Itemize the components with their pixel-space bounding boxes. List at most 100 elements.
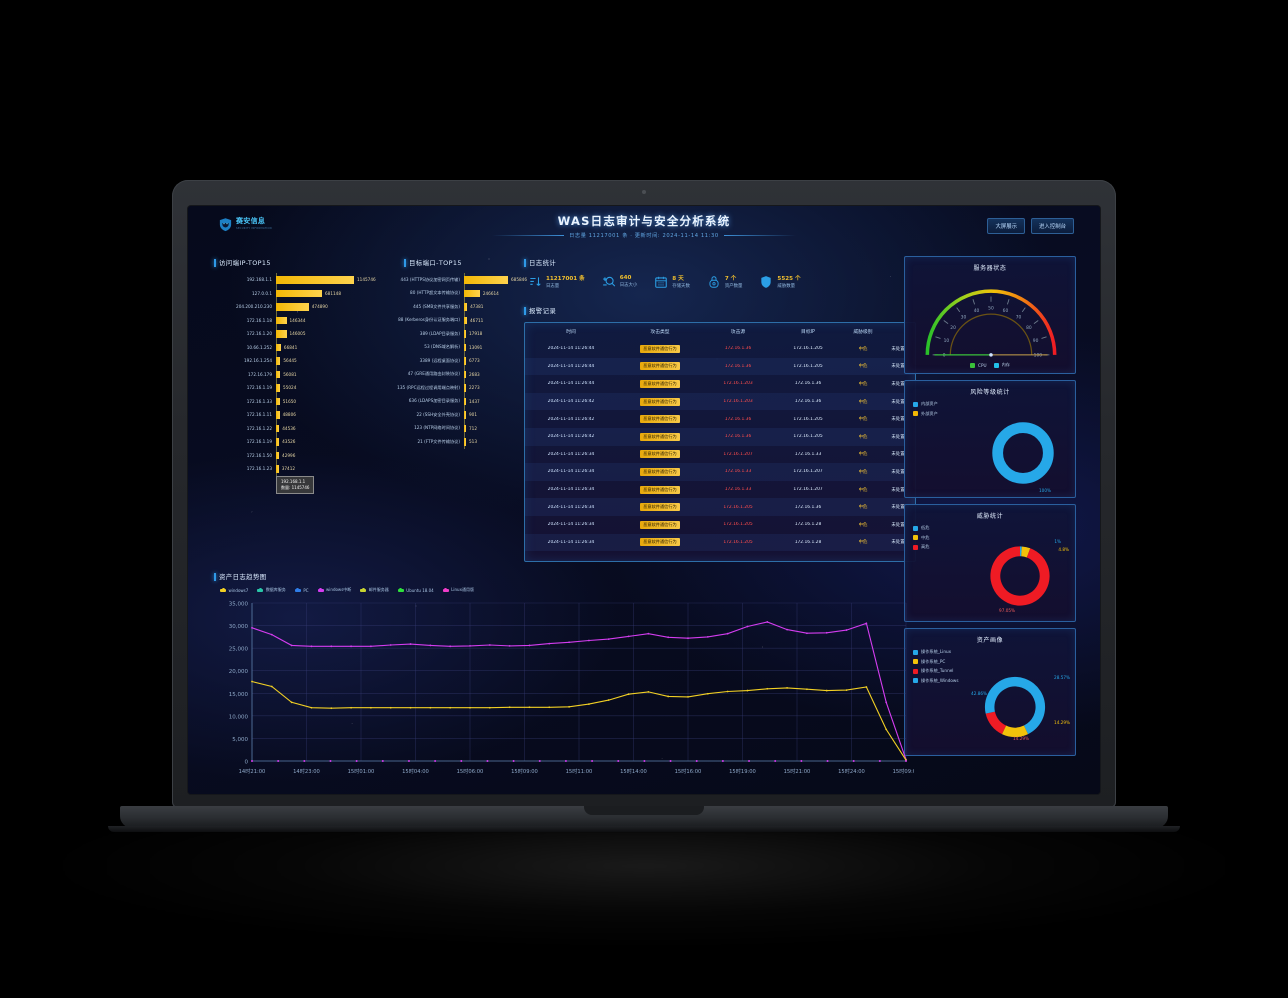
legend-item[interactable]: windows7 bbox=[220, 588, 248, 593]
bar-row[interactable]: 172.16.1.19 43526 bbox=[214, 435, 382, 449]
bar-row[interactable]: 172.16.179 56081 bbox=[214, 368, 382, 382]
table-row[interactable]: 2024-11-14 11:26:34 恶意软件通信行为 172.16.1.207 1… bbox=[525, 446, 915, 464]
bar-row[interactable]: 80 (HTTP超文本传输协议) 246614 bbox=[366, 287, 518, 301]
bar-row[interactable]: 172.16.1.50 42996 bbox=[214, 449, 382, 463]
bar-row[interactable]: 172.16.1.18 146344 bbox=[214, 314, 382, 328]
stat-item[interactable]: 11217001 条日志量 bbox=[528, 274, 585, 289]
bar-row[interactable]: 22 (SSH安全外壳协议) 901 bbox=[366, 408, 518, 422]
donut-slice[interactable] bbox=[1020, 546, 1022, 557]
table-row[interactable]: 2024-11-14 11:26:34 恶意软件通信行为 172.16.1.33 17… bbox=[525, 481, 915, 499]
table-row[interactable]: 2024-11-14 11:26:42 恶意软件通信行为 172.16.1.36 17… bbox=[525, 410, 915, 428]
bar-value: 246614 bbox=[482, 290, 499, 296]
bar-row[interactable]: 204.200.210.230 474890 bbox=[214, 300, 382, 314]
legend-item[interactable]: windows中断 bbox=[317, 587, 351, 593]
legend-item[interactable]: 外部资产 bbox=[913, 411, 938, 417]
donut-slice[interactable] bbox=[984, 676, 1015, 714]
cell-action[interactable]: 未处置 bbox=[891, 346, 905, 352]
cell-action[interactable]: 未处置 bbox=[891, 522, 905, 528]
brand-logo[interactable]: 赛安信息 SECURITY INFORMATION bbox=[218, 217, 272, 232]
column-header[interactable]: 目标IP bbox=[801, 330, 815, 335]
table-row[interactable]: 2024-11-14 11:26:44 恶意软件通信行为 172.16.1.36 17… bbox=[525, 357, 915, 376]
cell-action[interactable]: 未处置 bbox=[891, 452, 905, 458]
cell-action[interactable]: 未处置 bbox=[891, 505, 905, 511]
series-point bbox=[389, 706, 392, 709]
legend-item[interactable]: 邮件服务器 bbox=[360, 587, 389, 593]
series-point bbox=[528, 706, 531, 709]
legend-item[interactable]: 操作系统_Tunnel bbox=[913, 668, 959, 674]
legend-item[interactable]: 操作系统_Windows bbox=[913, 678, 959, 684]
bar-row[interactable]: 21 (FTP文件传输协议) 513 bbox=[366, 435, 518, 449]
cell-action[interactable]: 未处置 bbox=[891, 417, 905, 423]
column-header[interactable]: 威胁级别 bbox=[853, 330, 873, 335]
cell-action[interactable]: 未处置 bbox=[891, 540, 905, 546]
legend-item[interactable]: 操作系统_PC bbox=[913, 659, 959, 665]
cell-target-ip: 172.16.1.36 bbox=[794, 504, 822, 510]
donut-slice[interactable] bbox=[1015, 676, 1046, 735]
bar-row[interactable]: 127.0.0.1 681148 bbox=[214, 287, 382, 301]
cell-action[interactable]: 未处置 bbox=[891, 381, 905, 387]
bar-row[interactable]: 389 (LDAP目录服务) 17918 bbox=[366, 327, 518, 341]
bar-label: 3389 (远程桌面协议) bbox=[419, 357, 460, 363]
donut-slice[interactable] bbox=[1021, 546, 1031, 558]
bar-row[interactable]: 192.16.1.254 56445 bbox=[214, 354, 382, 368]
legend-item[interactable]: 中危 bbox=[913, 535, 929, 541]
column-header[interactable]: 攻击类型 bbox=[650, 330, 670, 335]
bar-row[interactable]: 192.168.1.1 1145746 bbox=[214, 273, 382, 287]
donut-slice[interactable] bbox=[985, 711, 1007, 735]
bar-row[interactable]: 53 (DNS域名解析) 13091 bbox=[366, 341, 518, 355]
bar-row[interactable]: 445 (SMB文件共享服务) 47381 bbox=[366, 300, 518, 314]
series-line bbox=[251, 680, 907, 761]
bar-row[interactable]: 3389 (远程桌面协议) 6773 bbox=[366, 354, 518, 368]
bar-row[interactable]: 443 (HTTPS协议加密网页传输) 685846 bbox=[366, 273, 527, 287]
table-row[interactable]: 2024-11-14 11:26:34 恶意软件通信行为 172.16.1.33 17… bbox=[525, 463, 915, 481]
table-row[interactable]: 2024-11-14 11:26:34 恶意软件通信行为 172.16.1.205 1… bbox=[525, 516, 915, 534]
legend-item[interactable]: 操作系统_Linux bbox=[913, 649, 959, 655]
bar-row[interactable]: 172.16.1.23 37412 bbox=[214, 462, 382, 476]
legend-item[interactable]: 低危 bbox=[913, 525, 929, 531]
table-row[interactable]: 2024-11-14 11:26:44 恶意软件通信行为 172.16.1.203 1… bbox=[525, 375, 915, 393]
legend-item[interactable]: 高危 bbox=[913, 544, 929, 550]
bar-row[interactable]: 10.66.1.252 66841 bbox=[214, 341, 382, 355]
table-row[interactable]: 2024-11-14 11:26:34 恶意软件通信行为 172.16.1.205 1… bbox=[525, 498, 915, 516]
alarm-table[interactable]: 时间 攻击类型 攻击源 目标IP 威胁级别 2024-11-14 11:26:44 恶意软… bbox=[524, 322, 916, 562]
big-screen-button[interactable]: 大屏展示 bbox=[987, 218, 1026, 234]
cell-action[interactable]: 未处置 bbox=[891, 487, 905, 493]
bar-row[interactable]: 172.16.1.33 51650 bbox=[214, 395, 382, 409]
bar-row[interactable]: 172.16.1.20 146005 bbox=[214, 327, 382, 341]
legend-item[interactable]: Linux通用版 bbox=[442, 587, 474, 593]
bar-row[interactable]: 172.16.1.19 55024 bbox=[214, 381, 382, 395]
bar-row[interactable]: 172.16.1.22 44536 bbox=[214, 422, 382, 436]
bar-row[interactable]: 88 (Kerberos身份认证服务端口) 46711 bbox=[366, 314, 518, 328]
column-header[interactable]: 时间 bbox=[566, 330, 576, 335]
legend-item[interactable]: CPU bbox=[970, 362, 987, 368]
table-row[interactable]: 2024-11-14 11:26:44 恶意软件通信行为 172.16.1.36 17… bbox=[525, 340, 915, 358]
legend-item[interactable]: PC bbox=[294, 588, 309, 593]
donut-slice[interactable] bbox=[1001, 725, 1029, 738]
cell-action[interactable]: 未处置 bbox=[891, 364, 905, 370]
enter-console-button[interactable]: 进入控制台 bbox=[1031, 218, 1074, 234]
stat-item[interactable]: 8 天存储天数 bbox=[654, 274, 690, 289]
legend-item[interactable]: 数据库服务 bbox=[257, 587, 286, 593]
stat-item[interactable]: 5525 个威胁数量 bbox=[759, 274, 801, 289]
column-header[interactable]: 攻击源 bbox=[730, 330, 746, 335]
table-row[interactable]: 2024-11-14 11:26:42 恶意软件通信行为 172.16.1.203 1… bbox=[525, 392, 915, 411]
bar-row[interactable]: 636 (LDAPS加密目录服务) 1437 bbox=[366, 395, 518, 409]
donut-slice[interactable] bbox=[990, 546, 1050, 606]
table-row[interactable]: 2024-11-14 11:26:34 恶意软件通信行为 172.16.1.205 1… bbox=[525, 533, 915, 552]
stat-item[interactable]: 7 个资产数量 bbox=[707, 274, 742, 289]
cell-action[interactable]: 未处置 bbox=[891, 434, 905, 440]
table-body[interactable]: 2024-11-14 11:26:44 恶意软件通信行为 172.16.1.36 17… bbox=[525, 340, 915, 552]
cell-action[interactable]: 未处置 bbox=[891, 399, 905, 405]
bar-row[interactable]: 123 (NTP网络时间协议) 712 bbox=[366, 422, 518, 436]
legend-item[interactable]: 内存 bbox=[993, 362, 1010, 368]
table-row[interactable]: 2024-11-14 11:26:42 恶意软件通信行为 172.16.1.36 17… bbox=[525, 427, 915, 446]
bar-row[interactable]: 172.16.1.11 48806 bbox=[214, 408, 382, 422]
stat-item[interactable]: 640 日志大小 bbox=[602, 275, 637, 289]
legend-label: 外部资产 bbox=[921, 410, 938, 416]
cell-action[interactable]: 未处置 bbox=[891, 469, 905, 475]
bar-row[interactable]: 47 (GRE通用路由封装协议) 2683 bbox=[366, 368, 518, 382]
bar-row[interactable]: 135 (RPC远程过程调用端点映射) 2273 bbox=[366, 381, 518, 395]
series-point bbox=[251, 680, 253, 683]
legend-item[interactable]: 内部资产 bbox=[913, 401, 938, 407]
legend-item[interactable]: Ubuntu 18.04 bbox=[397, 588, 434, 593]
